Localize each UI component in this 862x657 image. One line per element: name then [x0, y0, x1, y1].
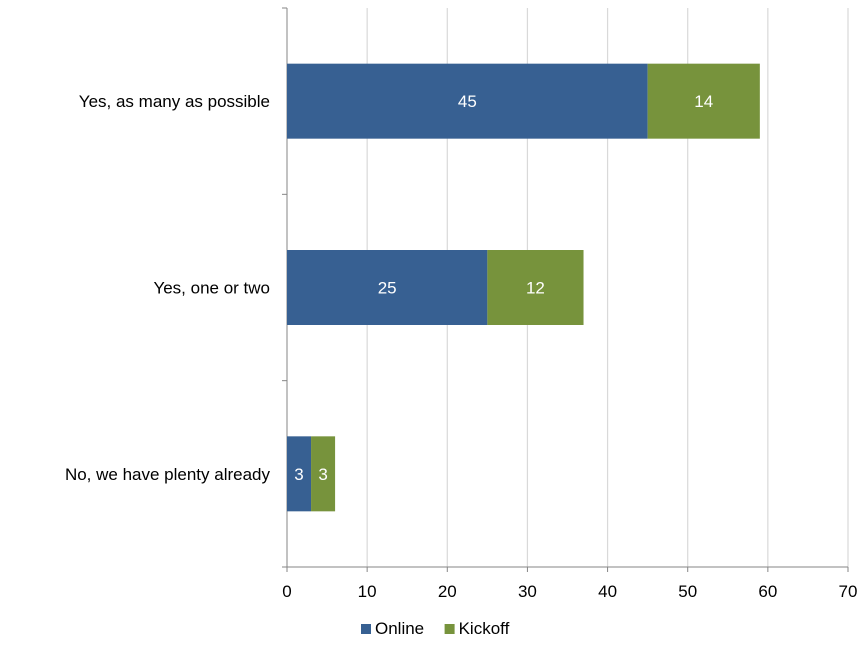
category-label: Yes, one or two — [153, 279, 270, 298]
bar-kickoff-2 — [311, 436, 336, 512]
x-tick-label: 0 — [282, 582, 291, 601]
data-label: 3 — [294, 465, 303, 484]
data-label: 14 — [694, 92, 713, 111]
legend-label-online: Online — [375, 619, 424, 638]
labels: Yes, as many as possible 45 14 Yes, one or … — [65, 92, 713, 484]
bar-online-0 — [287, 63, 648, 139]
bar-online-2 — [287, 436, 312, 512]
bar-kickoff-0 — [647, 63, 760, 139]
legend-label-kickoff: Kickoff — [459, 619, 510, 638]
data-label: 3 — [318, 465, 327, 484]
data-label: 12 — [526, 279, 545, 298]
x-tick-label: 50 — [678, 582, 697, 601]
x-tick-label: 30 — [518, 582, 537, 601]
axes: 0 10 20 30 40 50 60 70 — [282, 7, 858, 601]
x-tick-label: 10 — [358, 582, 377, 601]
data-label: 45 — [458, 92, 477, 111]
bars — [287, 63, 760, 512]
x-tick-label: 60 — [758, 582, 777, 601]
legend: Online Kickoff — [361, 619, 510, 638]
bar-kickoff-1 — [487, 250, 584, 325]
category-label: Yes, as many as possible — [79, 92, 270, 111]
x-tick-label: 40 — [598, 582, 617, 601]
category-label: No, we have plenty already — [65, 465, 271, 484]
x-tick-label: 70 — [839, 582, 858, 601]
legend-swatch-online — [361, 624, 371, 634]
legend-swatch-kickoff — [444, 624, 455, 634]
x-tick-label: 20 — [438, 582, 457, 601]
bar-online-1 — [287, 250, 488, 325]
data-label: 25 — [378, 279, 397, 298]
